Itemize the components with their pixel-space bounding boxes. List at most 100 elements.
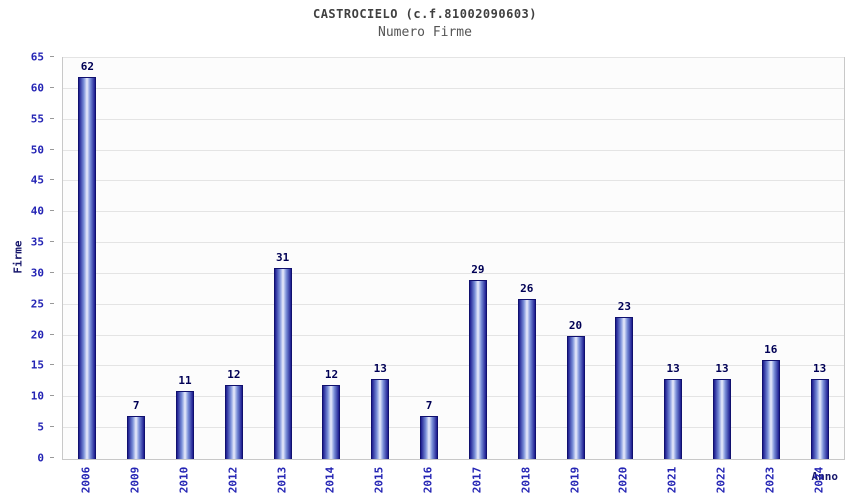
x-axis-cell: 2017: [453, 459, 502, 500]
bar: [712, 378, 731, 459]
chart-title: CASTROCIELO (c.f.81002090603): [312, 7, 537, 21]
y-tick-mark: [50, 271, 54, 273]
bar-value-label: 12: [324, 367, 339, 381]
y-tick-label: 40: [30, 204, 44, 218]
x-tick-label: 2015: [372, 466, 386, 493]
y-tick-label: 0: [37, 451, 44, 465]
y-tick-mark: [50, 241, 54, 243]
x-tick-label: 2009: [128, 466, 142, 493]
plot-area: 62 7 11 12 31 12 13 7 29 26 20 23 13 13 16 13: [62, 57, 845, 460]
bar: [468, 280, 487, 459]
bar-cell: 23: [600, 58, 649, 459]
bar-cell: 20: [551, 58, 600, 459]
x-axis-cell: 2016: [404, 459, 453, 500]
x-tick-label: 2019: [568, 466, 582, 493]
bar-cell: 26: [502, 58, 551, 459]
gridline: [63, 427, 844, 429]
gridline: [63, 57, 844, 58]
y-tick-label: 10: [30, 389, 44, 403]
y-tick-mark: [50, 86, 54, 88]
y-tick-mark: [50, 364, 54, 366]
bar-cell: 13: [649, 58, 698, 459]
bar: [78, 76, 97, 459]
bar-cell: 29: [454, 58, 503, 459]
x-axis-cell: 2024: [794, 459, 843, 500]
bar-value-label: 13: [666, 361, 680, 375]
bar: [273, 267, 292, 459]
bar: [176, 391, 195, 459]
y-tick-mark: [50, 333, 54, 335]
x-tick-label: 2022: [714, 466, 728, 493]
bar-cell: 7: [112, 58, 161, 459]
x-tick-label: 2006: [79, 466, 93, 493]
x-tick-label: 2023: [763, 466, 777, 493]
bar-value-label: 12: [227, 367, 241, 381]
bar-value-label: 16: [764, 343, 778, 357]
gridline: [63, 149, 844, 151]
bar-cell: 16: [746, 58, 795, 459]
bar-value-label: 29: [471, 263, 485, 277]
bar-value-label: 20: [568, 318, 583, 332]
bar-value-label: 7: [425, 398, 433, 412]
bar: [517, 298, 536, 459]
bar: [615, 317, 634, 459]
x-tick-label: 2012: [226, 466, 240, 493]
y-tick-mark: [50, 117, 54, 119]
y-tick-mark: [50, 56, 54, 57]
bar-cell: 11: [161, 58, 210, 459]
bar-value-label: 13: [812, 361, 827, 375]
gridline: [63, 242, 844, 244]
x-tick-label: 2016: [421, 466, 435, 493]
x-axis-cell: 2010: [160, 459, 209, 500]
bar: [371, 378, 390, 459]
bar-cell: 12: [307, 58, 356, 459]
bar: [224, 384, 243, 459]
bar-cell: 13: [698, 58, 747, 459]
bar-value-label: 31: [276, 250, 290, 264]
gridline: [63, 272, 844, 274]
bar: [664, 378, 683, 459]
x-tick-label: 2024: [812, 466, 826, 493]
x-tick-label: 2014: [323, 466, 337, 493]
y-tick-mark: [50, 148, 54, 150]
y-tick-label: 20: [30, 328, 44, 342]
y-tick-mark: [50, 457, 54, 458]
bar-value-label: 11: [178, 374, 192, 388]
x-tick-label: 2020: [616, 466, 630, 493]
bar-cell: 13: [356, 58, 405, 459]
bar: [810, 378, 829, 459]
bar-cell: 31: [258, 58, 307, 459]
bar-cell: 7: [405, 58, 454, 459]
x-tick-label: 2013: [275, 466, 289, 493]
x-axis-cell: 2014: [306, 459, 355, 500]
y-tick-label: 60: [30, 81, 44, 95]
x-axis-cell: 2020: [599, 459, 648, 500]
gridline: [63, 211, 844, 213]
y-axis: 0 5 10 15 20 25 30 35 40 45 50 55 60 65: [0, 51, 56, 465]
y-tick-mark: [50, 179, 54, 181]
y-tick-label: 50: [30, 143, 44, 157]
x-axis-cell: 2006: [62, 459, 111, 500]
gridline: [63, 180, 844, 182]
x-axis-title: Anno: [811, 470, 839, 483]
gridline: [63, 334, 844, 336]
y-tick-label: 55: [30, 112, 44, 126]
x-axis-cell: 2019: [550, 459, 599, 500]
x-tick-label: 2021: [665, 466, 679, 493]
y-tick-label: 45: [30, 173, 44, 187]
x-axis-cell: 2018: [501, 459, 550, 500]
x-axis-cell: 2015: [355, 459, 404, 500]
y-tick-mark: [50, 210, 54, 212]
gridline: [63, 396, 844, 398]
y-tick-label: 65: [30, 50, 44, 64]
x-tick-label: 2018: [519, 466, 533, 493]
bar-value-label: 13: [715, 361, 729, 375]
bar: [322, 384, 341, 459]
bar-cell: 12: [209, 58, 258, 459]
x-axis-cell: 2021: [648, 459, 697, 500]
y-tick-mark: [50, 302, 54, 304]
x-axis: 2006 2009 2010 2012 2013 2014 2015 2016 2017 2018…: [62, 459, 843, 500]
y-tick-label: 35: [30, 235, 44, 249]
x-tick-label: 2010: [177, 466, 191, 493]
